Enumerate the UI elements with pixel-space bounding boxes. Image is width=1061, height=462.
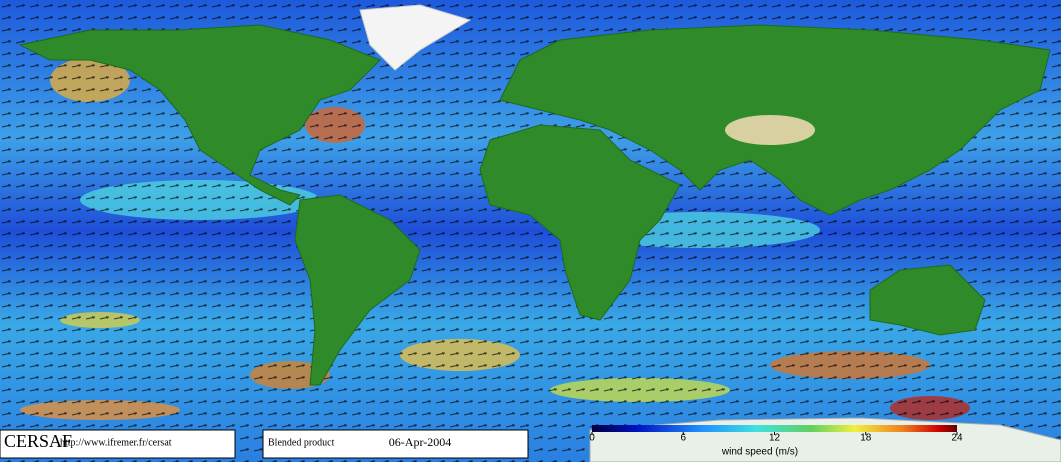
- date: 06-Apr-2004: [389, 435, 451, 449]
- logo-box: [0, 429, 236, 459]
- tibet: [725, 115, 815, 145]
- colorbar-tick-label: 0: [589, 433, 595, 444]
- url: http://www.ifremer.fr/cersat: [60, 437, 172, 448]
- colorbar-tick-label: 24: [951, 433, 963, 444]
- product-box: [262, 429, 529, 459]
- colorbar-tick-label: 18: [860, 433, 872, 444]
- logo: CERSAF: [4, 431, 72, 451]
- product: Blended product: [268, 437, 335, 448]
- colorbar: [592, 425, 957, 432]
- colorbar-label: wind speed (m/s): [721, 447, 798, 458]
- colorbar-tick-label: 12: [769, 433, 781, 444]
- colorbar-tick-label: 6: [680, 433, 686, 444]
